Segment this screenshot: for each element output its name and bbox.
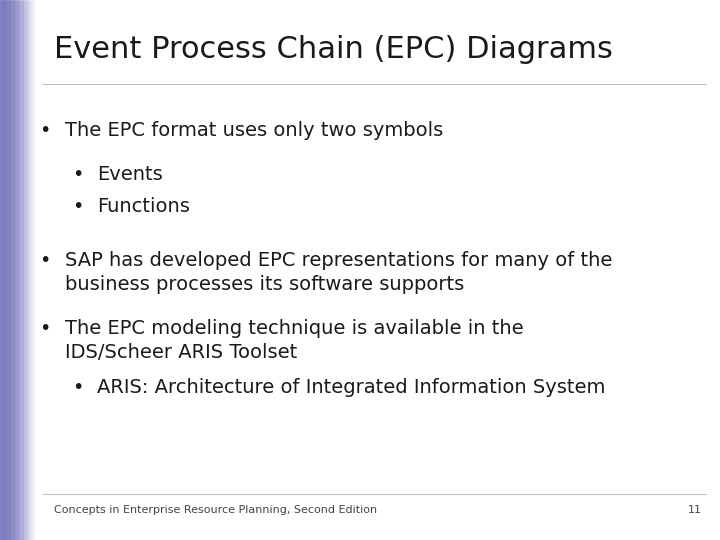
Text: Functions: Functions: [97, 197, 190, 216]
Text: The EPC modeling technique is available in the
IDS/Scheer ARIS Toolset: The EPC modeling technique is available …: [65, 319, 523, 362]
Text: •: •: [72, 378, 84, 397]
Text: The EPC format uses only two symbols: The EPC format uses only two symbols: [65, 122, 443, 140]
Text: •: •: [72, 165, 84, 184]
Text: •: •: [40, 122, 51, 140]
Text: Concepts in Enterprise Resource Planning, Second Edition: Concepts in Enterprise Resource Planning…: [54, 505, 377, 515]
Text: ARIS: Architecture of Integrated Information System: ARIS: Architecture of Integrated Informa…: [97, 378, 606, 397]
Text: •: •: [40, 319, 51, 338]
Text: •: •: [40, 251, 51, 270]
Text: SAP has developed EPC representations for many of the
business processes its sof: SAP has developed EPC representations fo…: [65, 251, 612, 294]
Text: Events: Events: [97, 165, 163, 184]
Text: 11: 11: [688, 505, 702, 515]
Text: •: •: [72, 197, 84, 216]
Text: Event Process Chain (EPC) Diagrams: Event Process Chain (EPC) Diagrams: [54, 35, 613, 64]
